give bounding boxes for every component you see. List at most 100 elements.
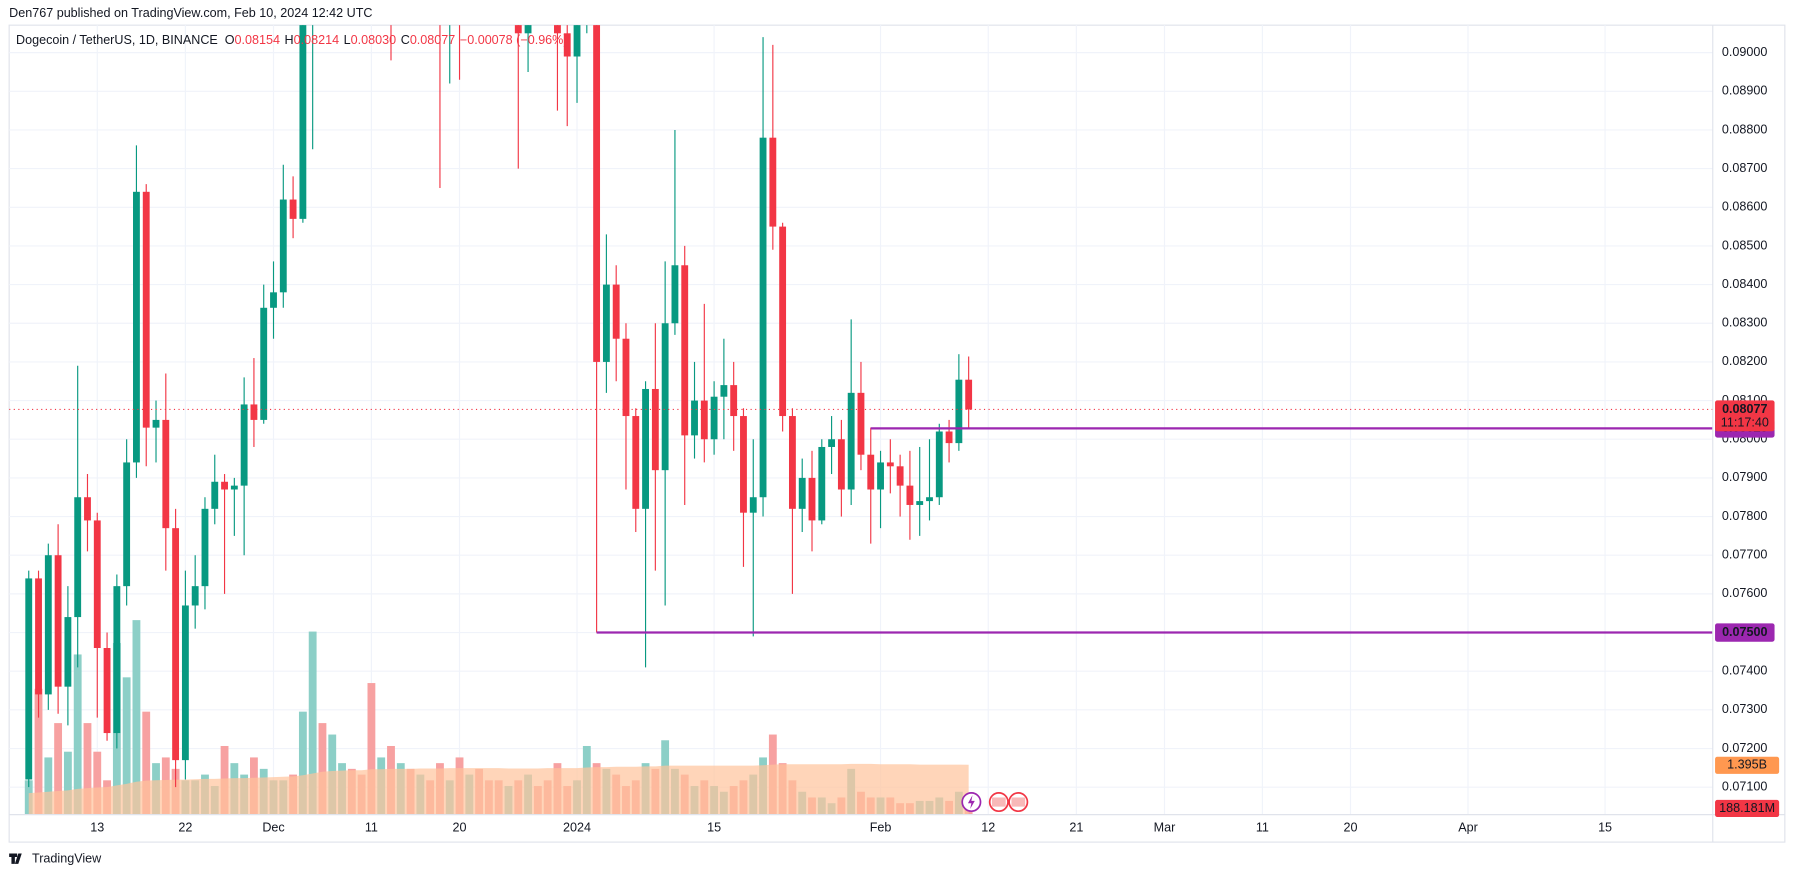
y-tick-label: 0.08300: [1722, 316, 1767, 330]
level-label-box: [1715, 623, 1775, 642]
candle-body: [152, 419, 160, 428]
candle-body: [593, 25, 601, 362]
candle-body: [289, 199, 297, 219]
volume-bar: [34, 688, 43, 815]
volume-bar: [367, 683, 376, 815]
candle: [74, 365, 82, 668]
candle-body: [230, 485, 238, 490]
symbol-legend: Dogecoin / TetherUS, 1D, BINANCE O0.08154…: [16, 34, 568, 48]
candle: [740, 408, 747, 567]
candle-body: [886, 462, 894, 467]
candle-body: [103, 648, 111, 734]
x-tick-label: Apr: [1458, 821, 1478, 835]
y-tick-label: 0.08900: [1722, 84, 1767, 98]
x-tick-label: Feb: [870, 821, 892, 835]
candle-body: [945, 431, 953, 444]
candle-body: [514, 25, 522, 34]
candle: [133, 145, 140, 478]
candle: [54, 524, 62, 714]
legend-change: −0.00078 (−0.96%): [460, 34, 568, 48]
candle-body: [837, 439, 845, 490]
x-tick-label: 13: [90, 821, 104, 835]
candle-body: [828, 439, 836, 447]
candle: [299, 25, 307, 223]
candle-body: [64, 617, 72, 687]
x-tick-label: 20: [453, 821, 467, 835]
candle: [867, 427, 875, 544]
grid: [9, 25, 1713, 815]
candle: [563, 25, 571, 127]
candle-body: [847, 392, 855, 490]
event-icons: [961, 792, 1029, 813]
x-tick-label: Mar: [1154, 821, 1176, 835]
candle-body: [759, 137, 767, 498]
candle-body: [191, 586, 199, 606]
candle-body: [740, 416, 747, 513]
candle-body: [563, 33, 571, 57]
candle: [906, 450, 914, 540]
candle: [103, 632, 111, 741]
candle-body: [857, 392, 865, 455]
candle-body: [955, 379, 963, 444]
candle: [857, 361, 865, 471]
candle-body: [642, 388, 649, 509]
candle: [622, 323, 630, 490]
axes: 0.07100 0.07200 0.07300 0.07400 0.07500 0.076…: [90, 45, 1780, 835]
candle: [93, 512, 101, 718]
candle-body: [691, 400, 698, 436]
y-tick-label: 0.07700: [1722, 548, 1767, 562]
volume-ma-area: [28, 763, 969, 815]
volume-label-box: [1715, 756, 1780, 774]
brand-logo: [9, 853, 22, 864]
candle: [798, 458, 806, 533]
volume-bar: [63, 751, 72, 815]
candle-body: [730, 385, 738, 417]
candle-body: [612, 284, 620, 339]
candle-body: [965, 379, 973, 410]
x-tick-label: 11: [1256, 821, 1269, 835]
candle-body: [779, 226, 787, 417]
candle: [926, 439, 933, 521]
volume-label: 1.395B: [1727, 758, 1767, 772]
candle: [260, 284, 268, 424]
candle: [458, 25, 461, 80]
candle: [837, 419, 845, 517]
legend-key: O: [225, 34, 235, 48]
x-tick-label: 20: [1344, 821, 1358, 835]
candle: [779, 222, 787, 432]
published-note: Den767 published on TradingView.com, Feb…: [9, 6, 372, 20]
y-tick-label: 0.08700: [1722, 161, 1767, 175]
candle-body: [54, 555, 62, 687]
candle: [84, 474, 91, 552]
candle-body: [74, 497, 82, 618]
candle-body: [25, 578, 33, 780]
candle: [573, 25, 581, 103]
volume-bar: [122, 677, 131, 815]
candle: [877, 450, 884, 529]
candle-body: [681, 265, 689, 436]
candle: [172, 508, 180, 788]
last-price-label: 0.08077: [1722, 402, 1767, 416]
candle: [439, 25, 441, 188]
candle-body: [221, 481, 228, 490]
candle-body: [84, 497, 91, 521]
candle-body: [113, 586, 121, 734]
candle-body: [250, 404, 258, 420]
candle: [524, 25, 532, 72]
candle: [935, 423, 943, 505]
candle: [250, 358, 258, 447]
volume-bar: [83, 723, 92, 815]
candle: [818, 439, 826, 525]
candle: [113, 574, 121, 749]
candle: [965, 356, 973, 428]
candle: [25, 570, 33, 788]
volume-label: 188.181M: [1719, 801, 1775, 815]
candle: [593, 25, 601, 633]
candle: [632, 408, 640, 533]
event-icon: [967, 795, 975, 809]
chart-frame: [8, 24, 1786, 843]
candle-body: [896, 466, 904, 486]
candle: [514, 25, 522, 169]
